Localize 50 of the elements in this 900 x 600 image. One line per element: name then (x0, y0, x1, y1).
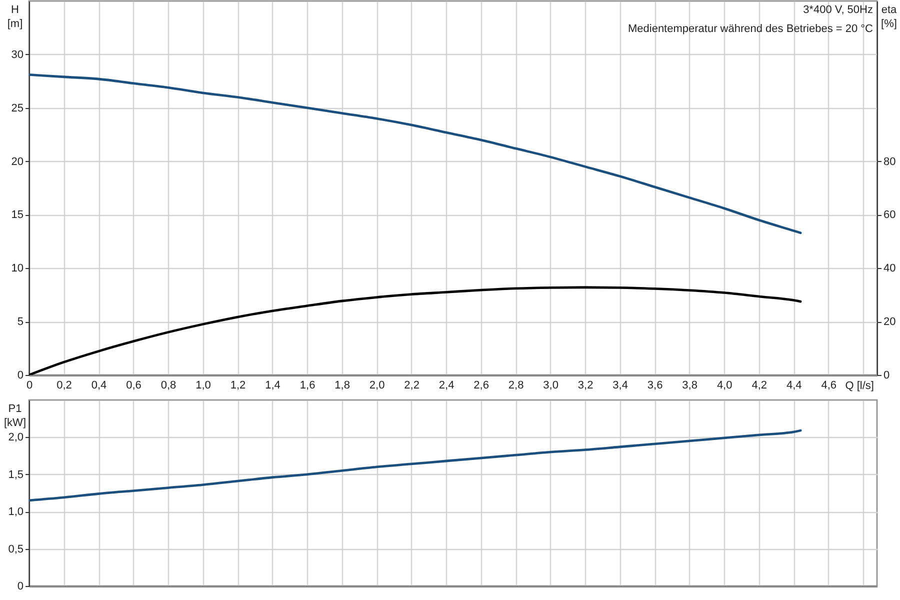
y-tick-label: 10 (11, 262, 24, 275)
x-tick-label: 0,4 (91, 380, 107, 392)
y-tick-label: 1,0 (8, 506, 24, 518)
y-tick-label: 0 (17, 580, 24, 592)
x-tick-label: 3,0 (543, 380, 558, 392)
y-tick-label: 25 (11, 102, 24, 114)
y-axis-title: P1 [kW] (4, 403, 26, 429)
x-tick-label: 1,4 (265, 380, 280, 392)
x-tick-label: 1,8 (334, 380, 350, 392)
y2-tick-label: 0 (884, 370, 890, 382)
x-tick-label: 4,0 (716, 380, 732, 392)
line-series (29, 74, 802, 234)
x-tick-label: 4,2 (752, 380, 767, 392)
y-tick-label: 30 (11, 48, 24, 61)
x-tick-label: 2,8 (508, 380, 524, 392)
line-series (29, 429, 802, 502)
x-tick-label: 3,6 (647, 380, 663, 392)
y-tick-label: 15 (11, 209, 24, 222)
x-tick-label: 3,8 (682, 380, 698, 392)
x-tick-label: 2,0 (369, 380, 385, 392)
annotation: Medientemperatur während des Betriebes = 20 °C (628, 23, 874, 35)
y-tick-label: 0,5 (8, 543, 24, 556)
x-axis-title: Q [l/s] (845, 380, 874, 392)
x-tick-label: 2,2 (404, 380, 420, 392)
x-tick-label: 4,4 (786, 380, 802, 392)
y2-tick-label: 40 (884, 262, 896, 275)
y2-tick-label: 80 (884, 156, 896, 168)
y-axis-title: H [m] (7, 4, 23, 30)
x-tick-label: 0 (26, 380, 33, 392)
x-tick-label: 2,6 (474, 380, 489, 392)
y-tick-label: 0 (17, 370, 24, 382)
x-tick-label: 1,0 (196, 380, 211, 392)
y-tick-label: 2,0 (8, 432, 24, 444)
x-tick-label: 1,6 (300, 380, 316, 392)
y2-tick-label: 20 (884, 316, 896, 328)
y2-tick-label: 60 (884, 209, 896, 222)
y-tick-label: 1,5 (8, 468, 24, 481)
line-series (29, 286, 802, 375)
x-tick-label: 0,8 (160, 380, 176, 392)
x-tick-label: 1,2 (230, 380, 246, 392)
annotation: 3*400 V, 50Hz (803, 4, 873, 16)
x-tick-label: 0,6 (126, 380, 142, 392)
x-tick-label: 3,4 (612, 380, 628, 392)
x-tick-label: 0,2 (56, 380, 72, 392)
x-tick-label: 4,6 (821, 380, 836, 392)
x-tick-label: 2,4 (438, 380, 454, 392)
y2-axis-title: eta [%] (881, 4, 898, 30)
y-tick-label: 5 (17, 316, 24, 328)
x-tick-label: 3,2 (578, 380, 594, 392)
y-tick-label: 20 (11, 156, 24, 168)
